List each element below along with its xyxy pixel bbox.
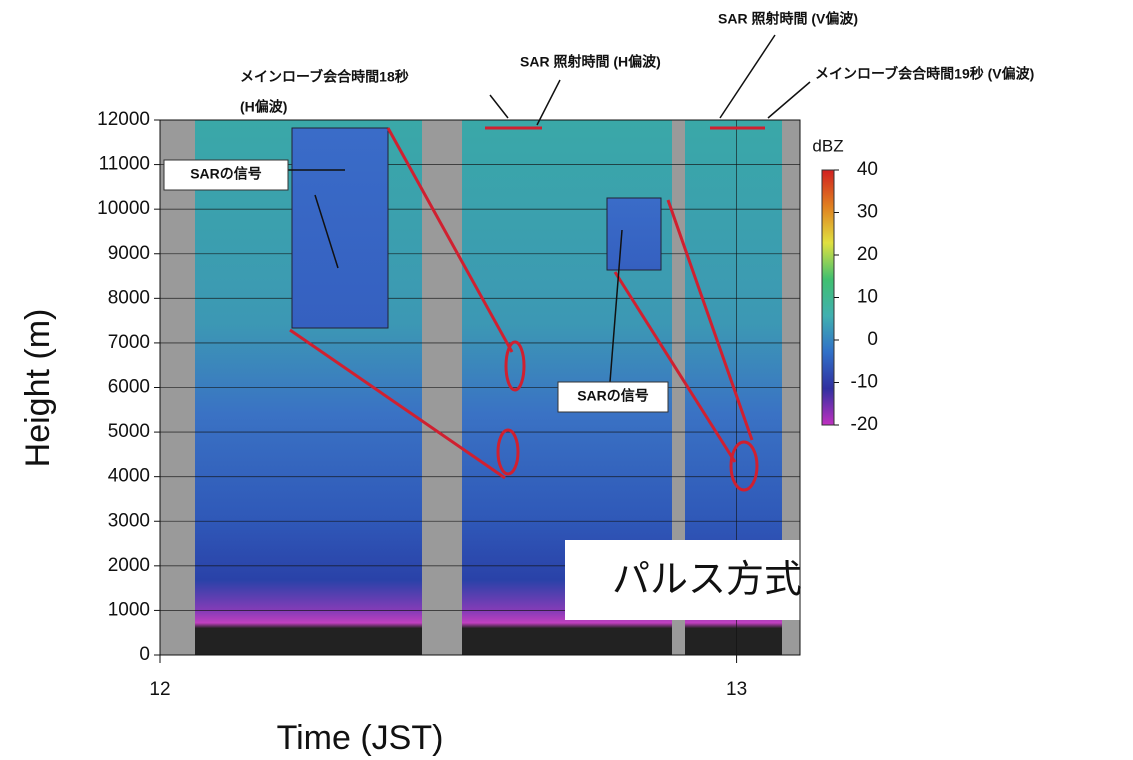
colorbar [822, 170, 834, 425]
method-label: パルス方式 [612, 559, 802, 601]
x-tick-label: 13 [726, 679, 747, 700]
y-tick-label: 0 [139, 644, 150, 665]
y-tick-label: 12000 [97, 109, 150, 130]
y-tick-label: 4000 [108, 466, 150, 487]
y-tick-label: 2000 [108, 555, 150, 576]
y-tick-label: 3000 [108, 510, 150, 531]
colorbar-tick-label: 10 [857, 287, 878, 308]
inset-box [292, 128, 388, 328]
chart: Height (m) Time (JST) SARの信号 SARの信号 メインロ… [0, 0, 1133, 760]
colorbar-tick-label: 20 [857, 244, 878, 265]
annotation: SARの信号 [190, 166, 262, 182]
colorbar-label: dBZ [812, 136, 843, 155]
y-tick-label: 9000 [108, 243, 150, 264]
colorbar-tick-label: 30 [857, 202, 878, 223]
y-tick-label: 10000 [97, 198, 150, 219]
x-axis-label: Time (JST) [277, 719, 444, 757]
annotation: (H偏波) [240, 99, 287, 115]
annotation: SAR 照射時間 (V偏波) [718, 11, 858, 27]
colorbar-tick-label: 0 [867, 329, 878, 350]
y-tick-label: 7000 [108, 332, 150, 353]
colorbar-tick-label: -20 [851, 414, 878, 435]
annotation: メインローブ会合時間18秒 [240, 69, 409, 85]
colorbar-tick-label: -10 [851, 372, 878, 393]
annotation: SAR 照射時間 (H偏波) [520, 54, 661, 70]
annotation: メインローブ会合時間19秒 (V偏波) [815, 66, 1034, 82]
y-tick-label: 6000 [108, 377, 150, 398]
y-axis-label: Height (m) [19, 309, 57, 468]
x-tick-label: 12 [149, 679, 170, 700]
y-tick-label: 11000 [99, 154, 150, 175]
y-tick-label: 5000 [108, 421, 150, 442]
y-tick-label: 8000 [108, 287, 150, 308]
colorbar-tick-label: 40 [857, 159, 878, 180]
inset-box [607, 198, 661, 270]
annotation: SARの信号 [577, 388, 649, 404]
y-tick-label: 1000 [108, 599, 150, 620]
